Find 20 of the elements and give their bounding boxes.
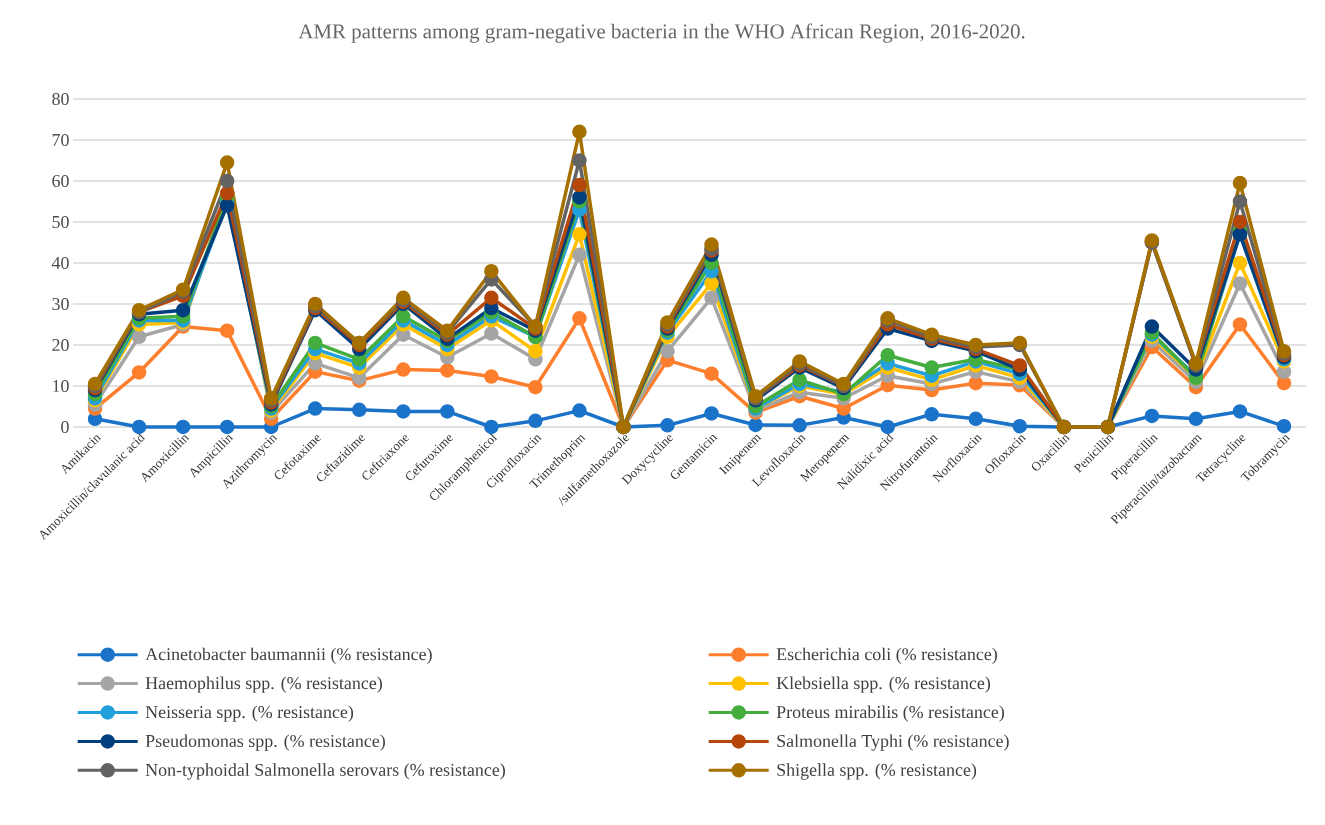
legend-label: Non-typhoidal Salmonella serovars (% resistance) bbox=[145, 763, 505, 780]
legend-label: Salmonella Typhi (% resistance) bbox=[777, 734, 1009, 751]
y-tick-label: 10 bbox=[53, 379, 69, 393]
y-tick-label: 50 bbox=[52, 215, 69, 229]
y-tick-label: 40 bbox=[51, 256, 69, 270]
legend-label: Pseudomonas spp. (% resistance) bbox=[145, 734, 385, 751]
y-tick-label: 80 bbox=[52, 92, 69, 106]
y-tick-label: 60 bbox=[52, 174, 69, 188]
legend-label: Haemophilus spp. (% resistance) bbox=[145, 676, 382, 693]
y-tick-label: 0 bbox=[61, 420, 69, 434]
y-tick-label: 20 bbox=[52, 338, 69, 352]
legend-label: Acinetobacter baumannii (% resistance) bbox=[145, 647, 432, 664]
legend-label: Neisseria spp. (% resistance) bbox=[145, 705, 354, 722]
legend-label: Proteus mirabilis (% resistance) bbox=[776, 705, 1004, 722]
y-tick-label: 30 bbox=[52, 297, 69, 311]
y-tick-label: 70 bbox=[52, 133, 69, 147]
legend-label: Shigella spp. (% resistance) bbox=[777, 763, 977, 780]
chart-title: AMR patterns among gram-negative bacteria in the WHO African Region, 2016-2020. bbox=[298, 23, 1025, 43]
legend-label: Klebsiella spp. (% resistance) bbox=[776, 676, 991, 693]
legend-label: Escherichia coli (% resistance) bbox=[776, 647, 997, 664]
